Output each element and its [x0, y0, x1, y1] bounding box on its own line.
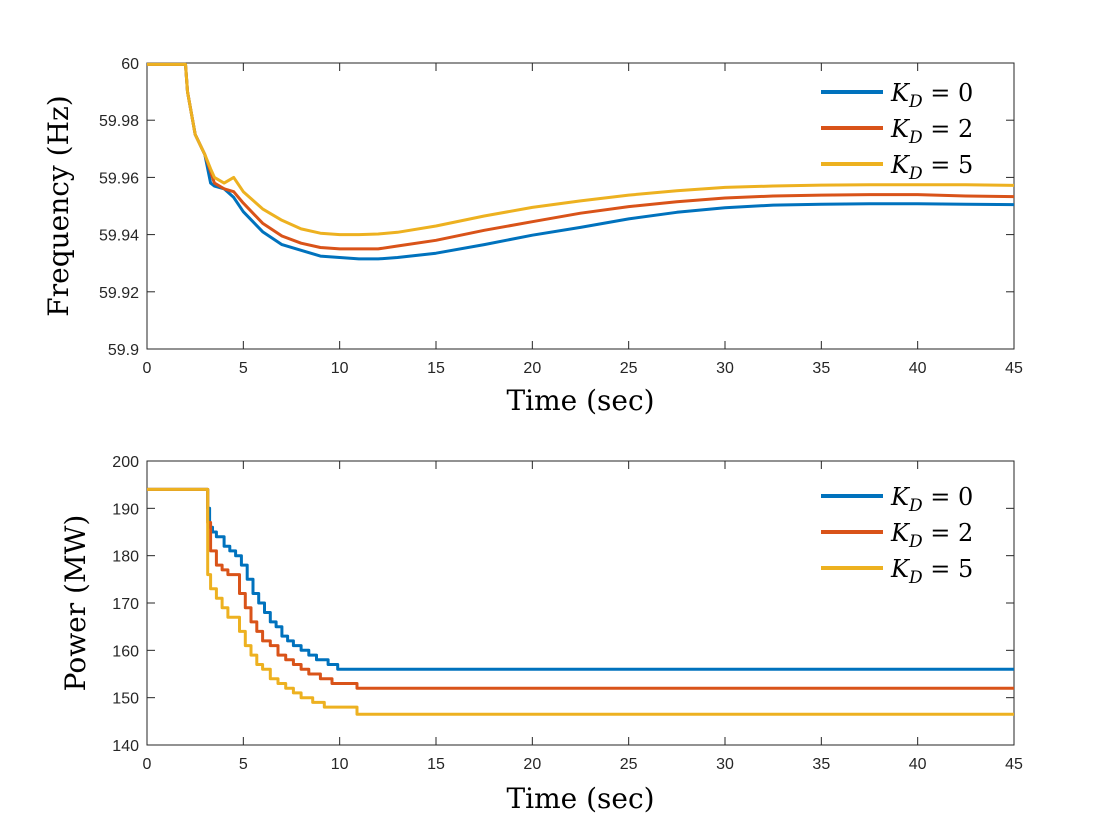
power-chart: 0 5 10 15 20 25 30 35 40 45 140 150 160 170 180 190 200 T…: [59, 454, 1023, 815]
x-tick-label: 45: [1005, 756, 1023, 773]
series-line-kd-2: [147, 487, 1014, 690]
y-tick-label: 150: [112, 691, 139, 708]
x-tick-label: 20: [523, 756, 541, 773]
legend-label: KD = 2: [890, 519, 973, 552]
y-axis-title: Frequency (Hz): [42, 95, 75, 316]
y-tick-label: 180: [112, 549, 139, 566]
series-line-kd-5: [147, 62, 1015, 237]
y-tick-label: 160: [112, 643, 139, 660]
y-tick-label: 140: [112, 738, 139, 755]
x-tick-label: 5: [239, 360, 248, 377]
x-tick-label: 0: [143, 360, 152, 377]
legend: KD = 0KD = 2KD = 5: [821, 79, 973, 184]
x-axis-title: Time (sec): [506, 782, 654, 815]
axes-box: [146, 460, 1015, 746]
y-tick-label: 59.96: [99, 170, 139, 187]
x-tick-label: 15: [427, 360, 445, 377]
series-line-kd-5: [147, 487, 1014, 716]
x-tick-label: 40: [909, 756, 927, 773]
legend-label: KD = 2: [890, 115, 973, 148]
series-line-kd-0: [147, 62, 1015, 261]
y-tick-label: 59.94: [99, 228, 139, 245]
legend-label: KD = 0: [890, 483, 973, 516]
x-tick-label: 35: [812, 360, 830, 377]
x-tick-label: 45: [1005, 360, 1023, 377]
y-tick-label: 59.9: [108, 342, 139, 359]
x-tick-label: 20: [523, 360, 541, 377]
x-tick-label: 30: [716, 756, 734, 773]
y-tick-label: 59.98: [99, 113, 139, 130]
y-tick-label: 200: [112, 454, 139, 471]
legend-label: KD = 5: [890, 555, 973, 588]
x-tick-label: 25: [620, 360, 638, 377]
x-axis-title: Time (sec): [506, 384, 654, 417]
y-tick-label: 60: [121, 56, 139, 73]
x-tick-label: 25: [620, 756, 638, 773]
y-axis-title: Power (MW): [59, 515, 92, 692]
x-tick-label: 0: [143, 756, 152, 773]
axes-box: [146, 62, 1015, 350]
y-tick-label: 190: [112, 501, 139, 518]
x-tick-label: 15: [427, 756, 445, 773]
x-tick-label: 40: [909, 360, 927, 377]
series-line-kd-2: [147, 62, 1015, 251]
x-tick-label: 35: [812, 756, 830, 773]
legend: KD = 0KD = 2KD = 5: [821, 483, 973, 588]
frequency-chart: 0 5 10 15 20 25 30 35 40 45 59.9 59.92 59.94 59.96 59.…: [42, 56, 1023, 417]
legend-label: KD = 0: [890, 79, 973, 112]
legend-label: KD = 5: [890, 151, 973, 184]
x-tick-label: 10: [331, 756, 349, 773]
x-tick-label: 10: [331, 360, 349, 377]
y-tick-label: 170: [112, 596, 139, 613]
x-tick-label: 5: [239, 756, 248, 773]
x-tick-label: 30: [716, 360, 734, 377]
y-tick-label: 59.92: [99, 285, 139, 302]
series-line-kd-0: [147, 487, 1014, 671]
